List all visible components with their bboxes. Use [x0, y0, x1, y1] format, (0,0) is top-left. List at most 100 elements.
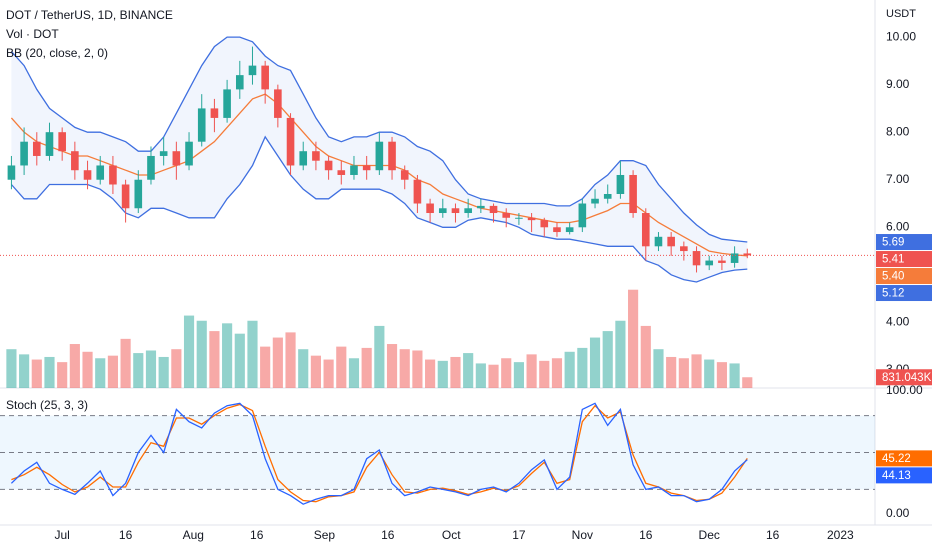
- volume-bar: [69, 344, 80, 388]
- candle-body: [680, 246, 688, 252]
- value-tag: 45.22: [882, 453, 911, 465]
- candle-body: [565, 227, 574, 233]
- candle-body: [350, 165, 358, 175]
- candle-body: [261, 65, 269, 90]
- candle-body: [134, 179, 143, 209]
- volume-bar: [577, 347, 588, 388]
- value-tag: 5.12: [882, 288, 904, 300]
- volume-bar: [120, 338, 131, 388]
- candle-body: [400, 170, 409, 180]
- y-tick-label: 4.00: [886, 315, 910, 329]
- candle-body: [553, 227, 561, 233]
- volume-bar: [336, 346, 347, 388]
- x-tick-label: 16: [381, 528, 395, 542]
- candle-body: [388, 141, 396, 171]
- x-tick-label: 17: [512, 528, 526, 542]
- volume-bar: [234, 333, 245, 388]
- candle-body: [109, 165, 117, 185]
- candle-body: [603, 194, 612, 199]
- volume-bar: [513, 362, 524, 388]
- y-axis-label-bg: [877, 2, 931, 24]
- value-tag-bg: [876, 450, 932, 467]
- value-tag-bg: [876, 251, 932, 268]
- volume-bar: [323, 359, 334, 388]
- volume-bar: [247, 320, 258, 388]
- volume-bar: [602, 331, 613, 388]
- volume-bar: [399, 349, 410, 388]
- volume-bar: [44, 356, 55, 388]
- candle-body: [58, 132, 66, 152]
- volume-bar: [640, 325, 651, 388]
- candle-body: [185, 141, 193, 166]
- candle-body: [692, 251, 701, 266]
- stoch-band-fill: [0, 415, 875, 490]
- y-axis-label: USDT: [886, 8, 916, 20]
- candle-body: [235, 75, 244, 90]
- value-tag: 5.41: [882, 254, 904, 266]
- volume-bar: [158, 356, 169, 388]
- volume-bar: [298, 349, 309, 388]
- volume-bar: [412, 350, 423, 388]
- candle-body: [248, 65, 257, 76]
- candle-body: [718, 260, 726, 263]
- volume-bar: [463, 353, 474, 388]
- candle-body: [324, 160, 333, 171]
- volume-bar: [348, 358, 360, 388]
- volume-bar: [107, 355, 118, 388]
- value-tag: 5.69: [882, 237, 904, 249]
- volume-bar: [285, 332, 296, 388]
- candle-body: [477, 205, 485, 209]
- candle-body: [159, 151, 168, 156]
- volume-bar: [310, 355, 321, 388]
- volume-bar: [501, 358, 512, 388]
- candle-body: [147, 155, 155, 180]
- value-tag-bg: [876, 268, 932, 285]
- candle-body: [83, 170, 92, 180]
- candle-body: [489, 205, 498, 214]
- candle-body: [540, 220, 549, 228]
- value-tag: 44.13: [882, 470, 911, 482]
- candle-body: [413, 179, 422, 204]
- value-tag-bg: [876, 285, 932, 302]
- value-tag-bg: [876, 369, 932, 386]
- candle-body: [7, 165, 16, 180]
- volume-bar: [6, 349, 17, 388]
- candle-body: [629, 174, 637, 214]
- volume-bar: [704, 359, 715, 388]
- x-tick-label: 16: [766, 528, 780, 542]
- x-tick-label: Oct: [442, 528, 461, 542]
- x-tick-label: 2023: [827, 528, 854, 542]
- candle-body: [502, 213, 511, 218]
- volume-bar: [196, 320, 207, 388]
- candle-body: [20, 141, 28, 166]
- candle-body: [438, 208, 447, 214]
- x-tick-label: Nov: [572, 528, 593, 542]
- candle-body: [641, 213, 650, 247]
- volume-bar: [716, 362, 727, 388]
- x-tick-label: 16: [119, 528, 133, 542]
- candle-body: [223, 89, 231, 118]
- volume-bar: [183, 315, 195, 388]
- candle-body: [172, 151, 181, 166]
- volume-bar: [691, 354, 702, 388]
- candle-body: [464, 208, 472, 214]
- candle-body: [375, 141, 384, 171]
- x-tick-label: 16: [250, 528, 264, 542]
- candle-body: [286, 117, 295, 166]
- volume-bar: [742, 377, 753, 388]
- candle-body: [705, 260, 714, 266]
- x-tick-label: Jul: [54, 528, 69, 542]
- volume-bar: [145, 350, 157, 388]
- bollinger-legend: BB (20, close, 2, 0): [6, 46, 108, 60]
- x-tick-label: Dec: [699, 528, 720, 542]
- volume-bar: [589, 337, 601, 388]
- volume-bar: [653, 349, 664, 388]
- volume-bar: [31, 359, 42, 388]
- volume-bar: [209, 331, 220, 388]
- volume-bar: [374, 325, 385, 388]
- candle-body: [32, 141, 41, 156]
- stoch-legend: Stoch (25, 3, 3): [6, 398, 88, 412]
- candle-body: [299, 151, 308, 166]
- candle-body: [121, 184, 130, 209]
